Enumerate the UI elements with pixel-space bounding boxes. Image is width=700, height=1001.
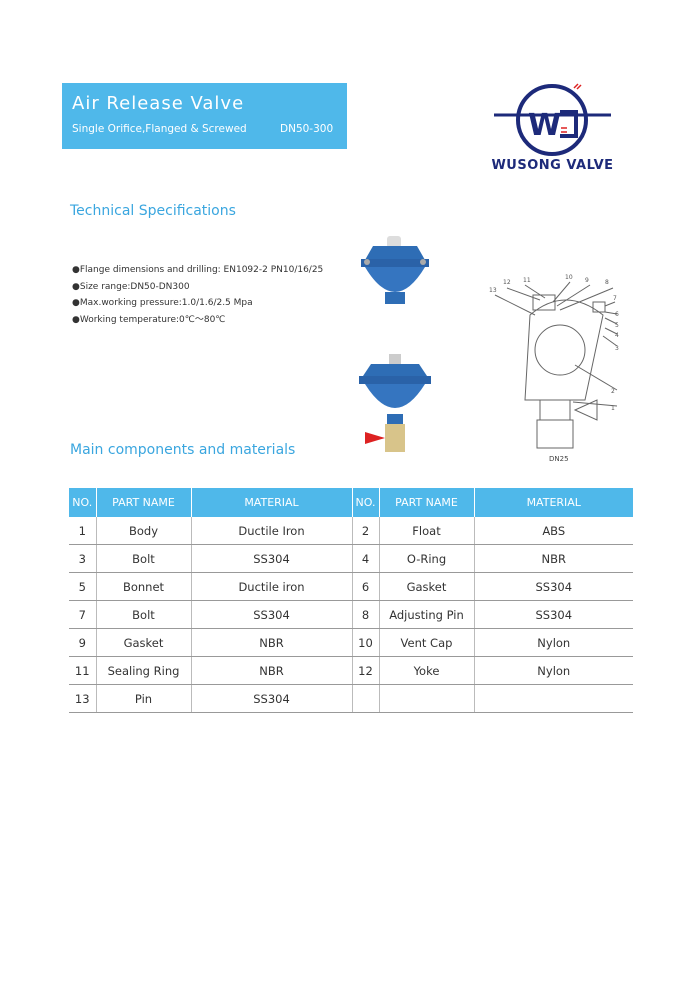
- table-cell: Ductile Iron: [191, 517, 353, 545]
- table-row: 5 Bonnet Ductile iron 6 Gasket SS304: [69, 572, 633, 601]
- col-header: NO.: [69, 488, 97, 517]
- product-subtitle: Single Orifice,Flanged & Screwed: [72, 123, 247, 135]
- table-cell: Bonnet: [96, 572, 192, 601]
- table-cell: 2: [352, 517, 380, 545]
- col-header: MATERIAL: [191, 488, 353, 517]
- table-cell: 11: [69, 656, 97, 685]
- table-cell: Gasket: [96, 628, 192, 657]
- title-banner: Air Release Valve Single Orifice,Flanged…: [62, 83, 347, 149]
- table-cell: SS304: [474, 572, 633, 601]
- logo-text: WUSONG VALVE: [491, 158, 614, 173]
- valve-photo-flanged: [361, 236, 429, 304]
- table-cell: 12: [352, 656, 380, 685]
- col-header: MATERIAL: [474, 488, 633, 517]
- table-cell: Adjusting Pin: [379, 600, 475, 629]
- components-table: NO. PART NAME MATERIAL NO. PART NAME MAT…: [69, 488, 633, 713]
- svg-text:4: 4: [615, 332, 619, 339]
- table-cell: 4: [352, 544, 380, 573]
- table-row: 7 Bolt SS304 8 Adjusting Pin SS304: [69, 600, 633, 629]
- product-title: Air Release Valve: [72, 93, 245, 114]
- svg-text:8: 8: [605, 279, 609, 286]
- table-cell: SS304: [191, 684, 353, 713]
- table-cell: Ductile iron: [191, 572, 353, 601]
- table-cell: SS304: [191, 544, 353, 573]
- svg-text:6: 6: [615, 311, 619, 318]
- size-range: DN50-300: [280, 123, 334, 135]
- table-cell: [352, 684, 380, 713]
- table-cell: Vent Cap: [379, 628, 475, 657]
- table-cell: Nylon: [474, 628, 633, 657]
- table-cell: NBR: [191, 656, 353, 685]
- drawing-caption: DN25: [549, 455, 569, 463]
- table-cell: Body: [96, 517, 192, 545]
- table-cell: Pin: [96, 684, 192, 713]
- svg-text:3: 3: [615, 345, 619, 352]
- table-row: 9 Gasket NBR 10 Vent Cap Nylon: [69, 628, 633, 657]
- table-cell: [379, 684, 475, 713]
- table-cell: Bolt: [96, 600, 192, 629]
- svg-text:7: 7: [613, 295, 617, 302]
- svg-text:W: W: [528, 108, 561, 143]
- svg-text:11: 11: [523, 277, 531, 284]
- table-cell: O-Ring: [379, 544, 475, 573]
- svg-text:2: 2: [611, 388, 615, 395]
- svg-text:5: 5: [615, 322, 619, 329]
- col-header: PART NAME: [96, 488, 192, 517]
- table-cell: 9: [69, 628, 97, 657]
- spec-item: ●Flange dimensions and drilling: EN1092-…: [72, 265, 324, 275]
- table-cell: 1: [69, 517, 97, 545]
- table-cell: NBR: [191, 628, 353, 657]
- table-cell: Sealing Ring: [96, 656, 192, 685]
- components-heading: Main components and materials: [70, 442, 296, 458]
- table-cell: SS304: [474, 600, 633, 629]
- table-cell: ABS: [474, 517, 633, 545]
- svg-text:9: 9: [585, 277, 589, 284]
- col-header: PART NAME: [379, 488, 475, 517]
- svg-text:10: 10: [565, 274, 573, 281]
- spec-item: ●Max.working pressure:1.0/1.6/2.5 Mpa: [72, 298, 253, 308]
- table-cell: Nylon: [474, 656, 633, 685]
- tech-spec-heading: Technical Specifications: [70, 203, 236, 219]
- svg-text:1: 1: [611, 405, 615, 412]
- table-cell: Float: [379, 517, 475, 545]
- table-cell: NBR: [474, 544, 633, 573]
- table-cell: 8: [352, 600, 380, 629]
- table-cell: 3: [69, 544, 97, 573]
- wusong-logo-icon: W: [494, 83, 611, 156]
- table-row: 1 Body Ductile Iron 2 Float ABS: [69, 517, 633, 545]
- col-header: NO.: [352, 488, 380, 517]
- table-cell: Bolt: [96, 544, 192, 573]
- table-row: 13 Pin SS304: [69, 684, 633, 713]
- spec-item: ●Working temperature:0℃～80℃: [72, 314, 226, 325]
- spec-list: ●Flange dimensions and drilling: EN1092-…: [72, 262, 323, 328]
- table-cell: SS304: [191, 600, 353, 629]
- spec-item: ●Size range:DN50-DN300: [72, 281, 190, 292]
- valve-photo-screwed: [359, 354, 431, 452]
- table-cell: 6: [352, 572, 380, 601]
- table-header-row: NO. PART NAME MATERIAL NO. PART NAME MAT…: [69, 488, 633, 517]
- svg-text:12: 12: [503, 279, 511, 286]
- table-cell: 5: [69, 572, 97, 601]
- table-row: 3 Bolt SS304 4 O-Ring NBR: [69, 544, 633, 573]
- table-cell: Yoke: [379, 656, 475, 685]
- table-cell: 13: [69, 684, 97, 713]
- table-row: 11 Sealing Ring NBR 12 Yoke Nylon: [69, 656, 633, 685]
- table-cell: [474, 684, 633, 713]
- table-cell: Gasket: [379, 572, 475, 601]
- table-cell: 7: [69, 600, 97, 629]
- svg-text:13: 13: [489, 287, 497, 294]
- table-cell: 10: [352, 628, 380, 657]
